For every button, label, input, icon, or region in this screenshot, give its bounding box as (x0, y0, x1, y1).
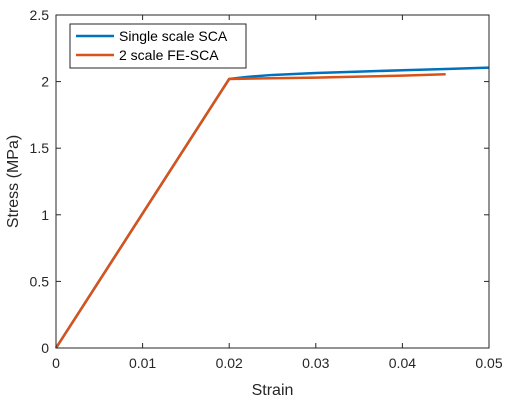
y-axis: 0 0.5 1 1.5 2 2.5 (30, 7, 489, 356)
y-axis-label: Stress (MPa) (5, 135, 22, 228)
x-tick-label: 0.02 (216, 355, 243, 371)
y-tick-label: 1.5 (30, 140, 50, 156)
x-tick-label: 0.04 (389, 355, 416, 371)
series-line-2 (54, 73, 446, 349)
x-axis: 0 0.01 0.02 0.03 0.04 0.05 (52, 15, 503, 371)
x-tick-label: 0.03 (302, 355, 329, 371)
y-tick-label: 0.5 (30, 273, 50, 289)
y-tick-label: 2 (41, 74, 49, 90)
x-axis-label: Strain (252, 382, 294, 399)
legend-box (69, 23, 247, 69)
x-tick-label: 0.05 (475, 355, 502, 371)
y-tick-label: 1 (41, 207, 49, 223)
y-tick-label: 2.5 (30, 7, 50, 23)
axes-box (55, 14, 490, 349)
legend: Single scale SCA 2 scale FE-SCA (69, 23, 247, 69)
legend-label-2: 2 scale FE-SCA (119, 47, 219, 63)
x-tick-label: 0.01 (129, 355, 156, 371)
series-layer (54, 66, 490, 349)
legend-label-1: Single scale SCA (119, 28, 228, 44)
y-tick-label: 0 (41, 340, 49, 356)
x-tick-label: 0 (52, 355, 60, 371)
